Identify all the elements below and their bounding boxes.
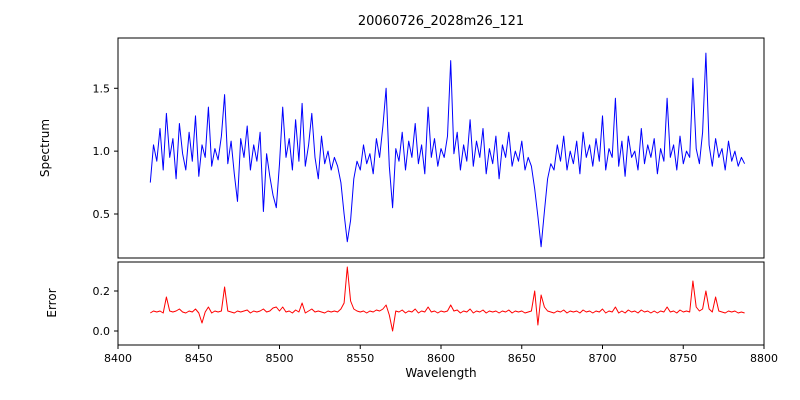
error-line: [150, 266, 745, 332]
x-tick-label: 8500: [266, 352, 294, 365]
x-tick-label: 8800: [750, 352, 778, 365]
x-axis-label: Wavelength: [405, 366, 477, 380]
x-tick-label: 8600: [427, 352, 455, 365]
axes-border: [117, 37, 765, 259]
plot-title: 20060726_2028m26_121: [357, 14, 525, 29]
axes-border: [117, 261, 765, 346]
x-tick-label: 8450: [185, 352, 213, 365]
y-tick-label: 1.0: [93, 145, 111, 158]
x-tick-label: 8700: [589, 352, 617, 365]
x-tick-label: 8400: [104, 352, 132, 365]
y-tick-label: 1.5: [93, 82, 111, 95]
x-tick-label: 8550: [346, 352, 374, 365]
x-tick-label: 8750: [669, 352, 697, 365]
y-tick-label: 0.0: [93, 325, 111, 338]
y-tick-label: 0.2: [93, 285, 111, 298]
x-tick-label: 8650: [508, 352, 536, 365]
y-tick-label: 0.5: [93, 208, 111, 221]
spectrum-line: [149, 52, 746, 248]
